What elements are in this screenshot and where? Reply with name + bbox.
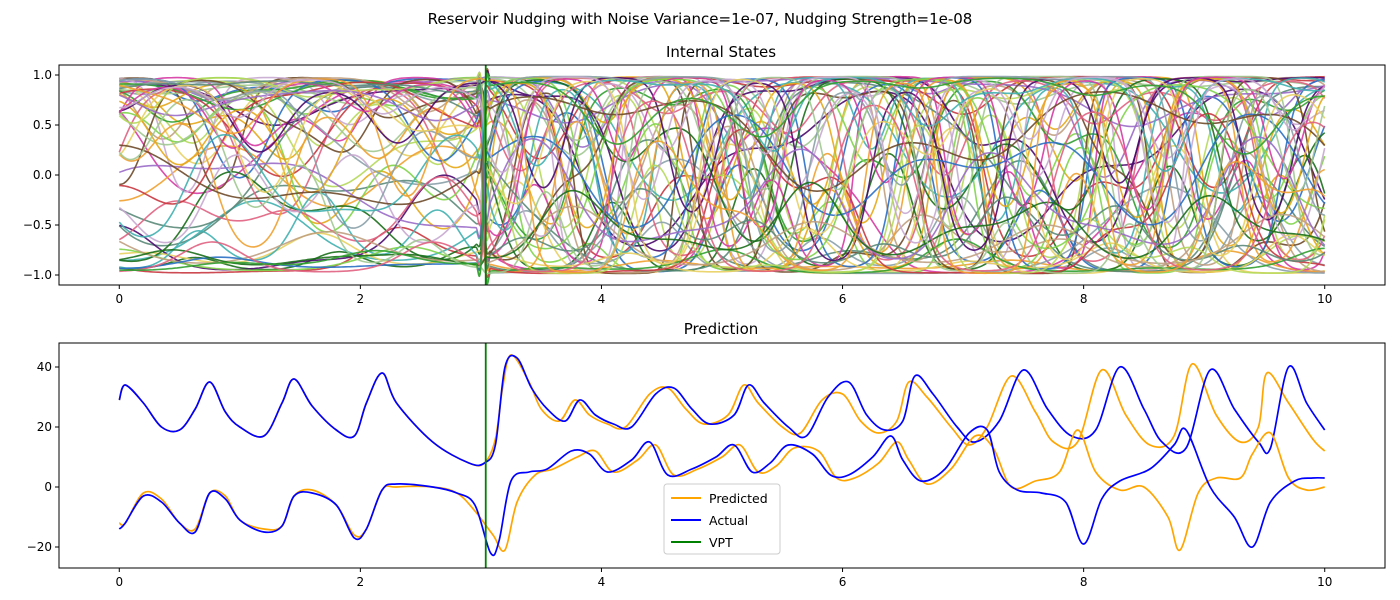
internal-states-xtick-label: 6 [839,292,847,306]
prediction-xtick-label: 6 [839,575,847,589]
internal-states-ticks: 0 2 4 6 8 10 −1.0 −0.5 0.0 0.5 1.0 [23,68,1333,306]
internal-states-frame [58,64,1386,286]
legend-label-actual: Actual [709,513,748,528]
internal-states-ytick-label: 0.0 [33,168,52,182]
internal-state-line [119,89,1326,260]
internal-state-line [119,72,1325,278]
internal-state-line [119,76,1325,270]
internal-states-xtick-label: 8 [1080,292,1088,306]
internal-states-ytick-label: −0.5 [23,218,52,232]
internal-states-axes: Internal States 0 2 4 6 8 10 −1.0 −0.5 0.0 0.5 1.0 [23,43,1386,306]
internal-states-xtick-label: 10 [1317,292,1332,306]
internal-states-lines [118,65,1326,285]
prediction-ytick-label: 40 [37,360,52,374]
internal-states-ytick-label: −1.0 [23,268,52,282]
internal-state-line [119,76,1326,224]
internal-state-line [119,100,1326,273]
internal-state-line [119,113,1326,272]
internal-state-line [119,77,1326,229]
legend-label-predicted: Predicted [709,491,768,506]
internal-state-line [118,76,1326,263]
internal-states-title: Internal States [666,43,776,61]
internal-state-line [119,77,1326,270]
prediction-title: Prediction [684,320,759,338]
legend-label-vpt: VPT [709,535,733,550]
internal-state-line [118,76,1326,237]
internal-state-line [119,76,1325,239]
internal-states-xtick-label: 0 [115,292,123,306]
internal-state-line [119,77,1326,271]
internal-state-line [119,77,1326,275]
prediction-xtick-label: 0 [115,575,123,589]
prediction-line-actual-z [118,354,1326,467]
internal-states-ytick-label: 0.5 [33,118,52,132]
prediction-xtick-label: 2 [357,575,365,589]
legend: Predicted Actual VPT [663,483,781,555]
prediction-ytick-label: −20 [27,540,52,554]
prediction-xtick-label: 4 [598,575,606,589]
internal-states-xtick-label: 2 [357,292,365,306]
prediction-frame [58,342,1386,569]
prediction-xtick-label: 8 [1080,575,1088,589]
internal-states-xtick-label: 4 [598,292,606,306]
internal-states-ytick-label: 1.0 [33,68,52,82]
legend-box [663,483,781,555]
prediction-ticks: 0 2 4 6 8 10 −20 0 20 40 [27,360,1333,589]
prediction-axes: Prediction 0 2 4 6 8 10 −20 0 20 40 Predicted Act… [27,320,1386,589]
figure-suptitle: Reservoir Nudging with Noise Variance=1e… [428,10,973,28]
internal-state-line [118,71,1326,275]
internal-state-line [119,76,1325,273]
internal-state-line [119,226,1326,273]
internal-state-line [119,181,1325,267]
internal-state-line [119,76,1326,262]
prediction-line-actual-x [118,425,1325,557]
internal-state-line [119,75,1326,253]
prediction-xtick-label: 10 [1317,575,1332,589]
prediction-lines [118,343,1326,568]
prediction-ytick-label: 0 [44,480,52,494]
prediction-ytick-label: 20 [37,420,52,434]
internal-state-line [118,76,1326,275]
